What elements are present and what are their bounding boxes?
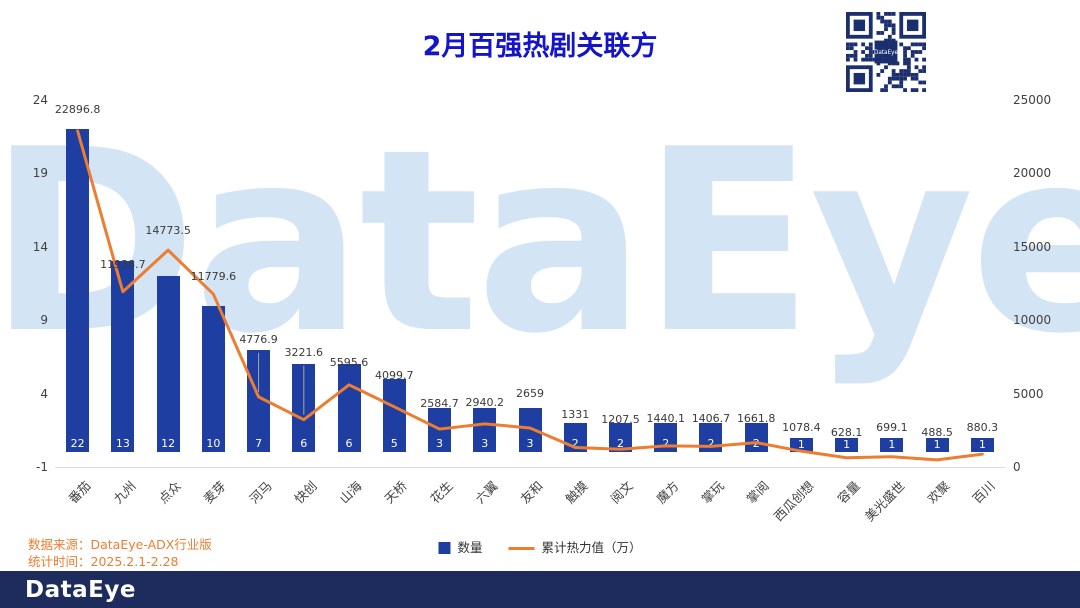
y-axis-left-tick: 19	[32, 166, 48, 181]
qr-code: DataEye	[846, 12, 926, 92]
bar-value-label: 2	[707, 437, 715, 451]
bar-value-label: 1	[797, 437, 805, 451]
line-value-label: 628.1	[830, 425, 863, 439]
line-value-label: 1331	[561, 408, 590, 422]
legend-bar-swatch	[438, 542, 451, 554]
legend-bar-label: 数量	[457, 540, 483, 555]
line-value-label: 1661.8	[736, 411, 776, 425]
bar-value-label: 1	[888, 437, 896, 451]
bar-value-label: 1	[843, 437, 851, 451]
bar-value-label: 10	[206, 437, 221, 451]
line-value-label: 699.1	[876, 420, 908, 434]
legend-line-swatch	[508, 546, 535, 550]
bar-value-label: 22	[70, 437, 85, 451]
line-value-label: 5595.6	[329, 355, 369, 369]
y-axis-right-tick: 25000	[1013, 93, 1052, 107]
qr-center-logo: DataEye	[874, 50, 899, 56]
y-axis-right-tick: 10000	[1013, 313, 1052, 328]
y-axis-right-tick: 15000	[1013, 239, 1052, 254]
bar-value-label: 2	[571, 437, 579, 451]
bar-value-label: 3	[481, 437, 489, 451]
bar-value-label: 3	[436, 437, 444, 451]
bar-value-label: 1	[933, 437, 941, 451]
line-value-label: 1207.5	[601, 413, 640, 427]
bar-value-label: 2	[662, 437, 670, 451]
line-value-label: 2584.7	[420, 397, 459, 411]
line-value-label: 880.3	[966, 421, 999, 435]
bar	[66, 129, 90, 453]
y-axis-right-tick: 5000	[1013, 386, 1044, 401]
line-value-label: 488.5	[921, 425, 953, 439]
bar	[201, 305, 225, 453]
line-value-label: 11938.7	[100, 257, 146, 271]
line-value-label: 1406.7	[691, 412, 731, 426]
source-note: 数据来源：DataEye-ADX行业版 统计时间：2025.2.1-2.28	[28, 536, 212, 570]
line-value-label: 1078.4	[782, 421, 821, 435]
footer-logo: DataEye	[25, 576, 136, 603]
bar	[111, 261, 135, 453]
bar-value-label: 1	[978, 437, 986, 451]
bar-value-label: 5	[390, 437, 398, 451]
bar-value-label: 13	[115, 437, 130, 451]
line-value-label: 2659	[516, 386, 544, 400]
bar-value-label: 7	[255, 437, 263, 451]
y-axis-left-tick: 4	[40, 386, 48, 401]
legend-line-label: 累计热力值（万）	[541, 540, 642, 555]
bar-value-label: 6	[345, 437, 353, 451]
bar-value-label: 2	[752, 437, 760, 451]
bar-value-label: 12	[161, 437, 176, 451]
y-axis-left-tick: -1	[36, 460, 48, 474]
bar-value-label: 6	[300, 437, 308, 451]
bar-value-label: 2	[616, 437, 624, 451]
line-value-label: 1440.1	[646, 411, 685, 425]
x-axis-line	[55, 467, 1005, 468]
y-axis-left-tick: 9	[40, 313, 48, 328]
line-value-label: 4776.9	[239, 332, 278, 346]
y-axis-right-tick: 0	[1013, 460, 1021, 474]
line-value-label: 22896.8	[54, 102, 101, 116]
chart-title: 2月百强热剧关联方	[422, 31, 658, 62]
legend: 数量 累计热力值（万）	[438, 540, 642, 555]
source-line-2: 统计时间：2025.2.1-2.28	[28, 554, 179, 569]
line-value-label: 4099.7	[375, 368, 414, 382]
bar-value-label: 3	[526, 437, 534, 451]
y-axis-right-tick: 20000	[1013, 166, 1052, 181]
source-line-1: 数据来源：DataEye-ADX行业版	[28, 537, 212, 552]
y-axis-left-tick: 14	[32, 239, 48, 254]
line-value-label: 2940.2	[465, 395, 505, 409]
line-value-label: 3221.6	[284, 345, 324, 359]
line-value-label: 11779.6	[190, 270, 237, 284]
y-axis-left-tick: 24	[32, 93, 48, 107]
line-value-label: 14773.5	[145, 224, 191, 238]
bar	[156, 276, 180, 453]
footer-bar: DataEye	[0, 571, 1080, 608]
